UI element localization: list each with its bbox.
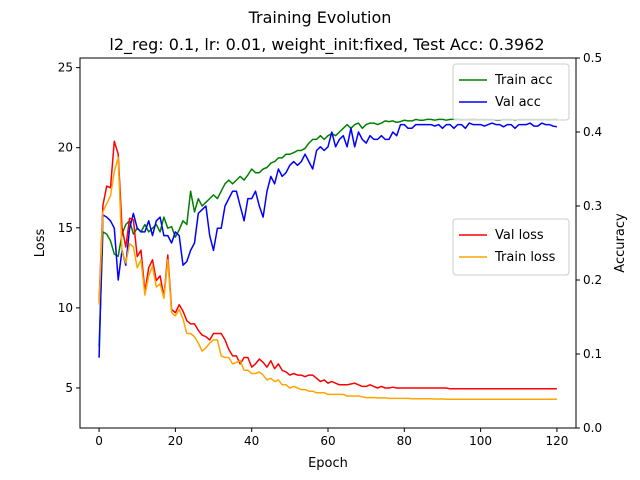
x-tick-label: 60	[320, 434, 335, 448]
y-right-tick-label: 0.5	[583, 51, 602, 65]
chart-subtitle: l2_reg: 0.1, lr: 0.01, weight_init:fixed…	[109, 35, 544, 55]
legend-loss: Val loss Train loss	[452, 218, 570, 276]
y-left-tick-label: 15	[58, 221, 73, 235]
y-right-tick-label: 0.2	[583, 273, 602, 287]
y-axis-right-label: Accuracy	[613, 213, 628, 273]
x-axis: 0 20 40 60 80 100 120	[95, 428, 568, 448]
x-tick-label: 80	[397, 434, 412, 448]
y-axis-right: 0.0 0.1 0.2 0.3 0.4 0.5	[576, 51, 602, 435]
legend-label: Train acc	[494, 73, 553, 88]
series-line-val-acc	[98, 122, 558, 358]
x-tick-label: 20	[168, 434, 183, 448]
y-axis-left-label: Loss	[33, 229, 48, 258]
legend-label: Train loss	[494, 250, 556, 265]
x-tick-label: 40	[244, 434, 259, 448]
y-left-tick-label: 10	[58, 301, 73, 315]
legend-label: Val acc	[495, 95, 541, 110]
y-left-tick-label: 5	[65, 381, 73, 395]
series-line-train-loss	[98, 156, 557, 400]
y-right-tick-label: 0.1	[583, 347, 602, 361]
x-tick-label: 100	[469, 434, 492, 448]
y-axis-left: 5 10 15 20 25	[58, 61, 80, 395]
chart-title: Training Evolution	[248, 8, 392, 27]
y-right-tick-label: 0.4	[583, 125, 602, 139]
legend-box	[452, 63, 570, 121]
y-right-tick-label: 0.0	[583, 421, 602, 435]
legend-box	[452, 218, 570, 276]
y-right-tick-label: 0.3	[583, 199, 602, 213]
y-left-tick-label: 20	[58, 141, 73, 155]
x-tick-label: 120	[545, 434, 568, 448]
y-left-tick-label: 25	[58, 61, 73, 75]
series-line-val-loss	[98, 140, 557, 390]
legend-label: Val loss	[495, 228, 544, 243]
x-tick-label: 0	[95, 434, 103, 448]
legend-accuracy: Train acc Val acc	[452, 63, 570, 121]
x-axis-label: Epoch	[308, 456, 348, 471]
